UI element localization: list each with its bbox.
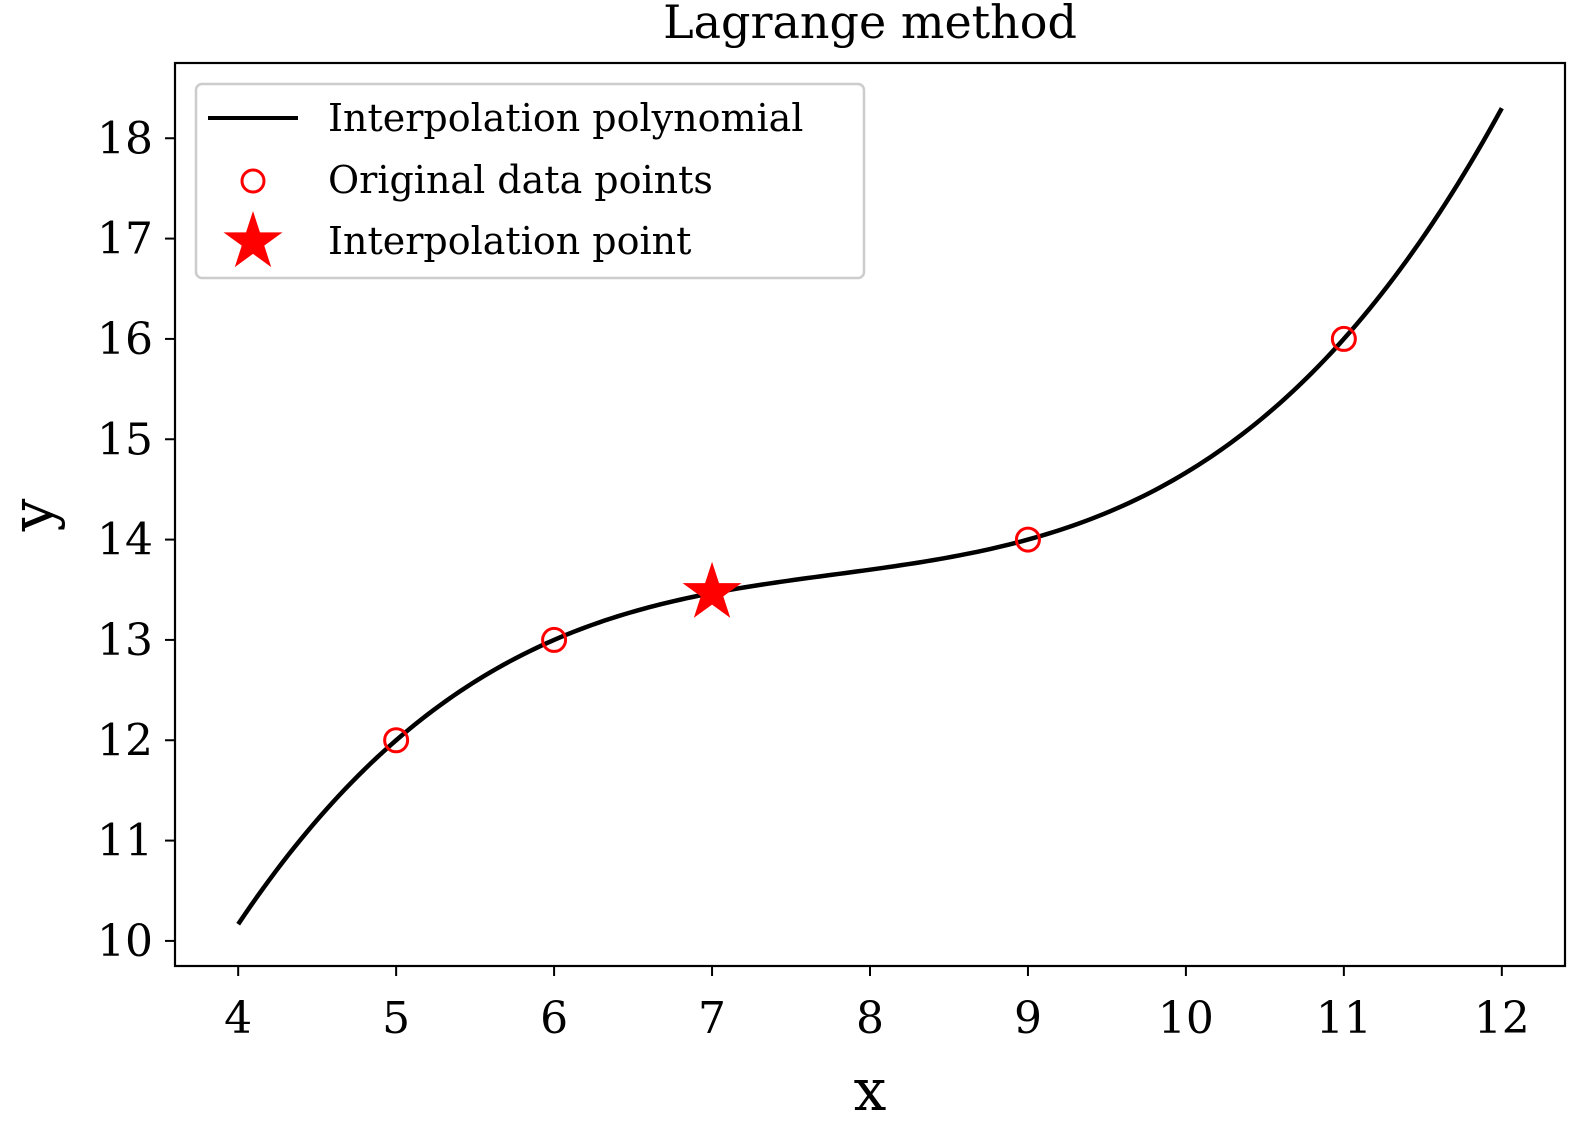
y-tick-label: 10	[97, 916, 153, 967]
x-tick-label: 11	[1316, 993, 1372, 1044]
data-point	[1014, 526, 1041, 553]
legend-box	[194, 82, 866, 280]
x-tick-label: 6	[540, 993, 568, 1044]
legend-label-interpolation-point: Interpolation point	[328, 219, 691, 263]
y-tick-label: 18	[97, 113, 153, 164]
chart-title: Lagrange method	[663, 0, 1077, 49]
series-line-interpolation-polynomial	[236, 107, 1504, 926]
legend-star-swatch	[223, 211, 283, 268]
x-axis: 4 5 6 7 8 9 10 11 12	[224, 966, 1530, 1044]
data-point	[1330, 325, 1357, 352]
y-tick-label: 12	[97, 715, 153, 766]
legend: Interpolation polynomial Original data p…	[194, 82, 866, 280]
legend-label-data-points: Original data points	[328, 158, 713, 202]
y-tick-label: 17	[97, 214, 153, 265]
legend-label-polynomial: Interpolation polynomial	[328, 96, 803, 140]
x-tick-label: 9	[1014, 993, 1042, 1044]
y-tick-label: 11	[97, 816, 153, 867]
interpolation-point-star	[682, 561, 742, 618]
y-axis-label: y	[0, 498, 66, 532]
x-tick-label: 7	[698, 993, 726, 1044]
y-tick-label: 15	[97, 414, 153, 465]
y-tick-label: 16	[97, 314, 153, 365]
y-axis: 10 11 12 13 14 15 16 17 18	[97, 113, 175, 967]
x-tick-label: 8	[856, 993, 884, 1044]
legend-circle-swatch	[240, 168, 266, 194]
x-axis-label: x	[854, 1056, 887, 1124]
x-tick-label: 4	[224, 993, 252, 1044]
series-layer	[236, 107, 1504, 926]
y-tick-label: 13	[97, 615, 153, 666]
data-point	[541, 626, 568, 653]
y-tick-label: 14	[97, 515, 153, 566]
x-tick-label: 12	[1474, 993, 1530, 1044]
x-tick-label: 10	[1158, 993, 1214, 1044]
data-point	[383, 727, 410, 754]
x-tick-label: 5	[382, 993, 410, 1044]
